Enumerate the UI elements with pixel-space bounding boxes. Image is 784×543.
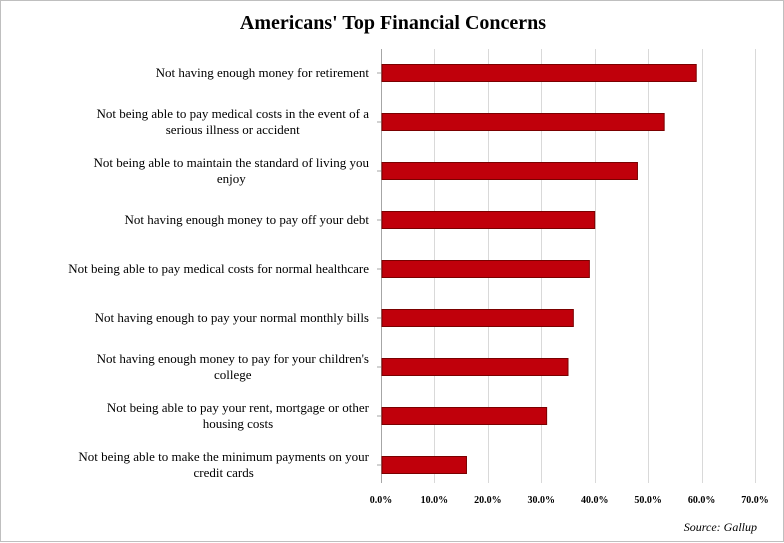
category-label-line: credit cards: [194, 465, 254, 480]
category-label: Not being able to pay your rent, mortgag…: [107, 400, 370, 431]
category-label: Not having enough money for retirement: [156, 65, 370, 80]
category-label-line: Not having enough to pay your normal mon…: [95, 310, 369, 325]
bar: [381, 358, 569, 376]
x-tick-label: 70.0%: [741, 495, 769, 506]
category-label-line: Not being able to pay medical costs in t…: [96, 106, 369, 121]
x-tick-label: 40.0%: [581, 495, 609, 506]
bar: [381, 407, 548, 425]
category-label-line: Not being able to maintain the standard …: [94, 155, 370, 170]
category-label-line: Not being able to pay medical costs for …: [68, 261, 369, 276]
bar: [381, 211, 596, 229]
x-tick-label: 30.0%: [528, 495, 556, 506]
x-tick-label: 50.0%: [634, 495, 662, 506]
category-label-line: Not having enough money to pay off your …: [124, 212, 369, 227]
category-label: Not being able to pay medical costs for …: [68, 261, 369, 276]
category-label-line: serious illness or accident: [166, 122, 300, 137]
chart-title: Americans' Top Financial Concerns: [240, 12, 546, 34]
bar: [381, 162, 638, 180]
x-tick-label: 20.0%: [474, 495, 502, 506]
bar: [381, 456, 467, 474]
category-label-line: Not being able to pay your rent, mortgag…: [107, 400, 370, 415]
source-note: Source: Gallup: [684, 520, 757, 534]
x-tick-label: 10.0%: [421, 495, 449, 506]
category-label: Not having enough money to pay for your …: [97, 351, 369, 382]
bar: [381, 309, 574, 327]
category-label-line: Not having enough money for retirement: [156, 65, 370, 80]
category-label: Not being able to pay medical costs in t…: [96, 106, 369, 137]
category-label: Not being able to make the minimum payme…: [78, 449, 369, 480]
category-label-line: Not being able to make the minimum payme…: [78, 449, 369, 464]
category-label-line: enjoy: [217, 171, 246, 186]
category-label: Not having enough money to pay off your …: [124, 212, 369, 227]
category-label: Not having enough to pay your normal mon…: [95, 310, 369, 325]
bar: [381, 64, 697, 82]
bar: [381, 113, 665, 131]
x-tick-label: 60.0%: [688, 495, 716, 506]
category-label-line: college: [214, 367, 252, 382]
bar: [381, 260, 590, 278]
category-label-line: Not having enough money to pay for your …: [97, 351, 369, 366]
x-tick-label: 0.0%: [370, 495, 393, 506]
category-label: Not being able to maintain the standard …: [94, 155, 370, 186]
category-label-line: housing costs: [203, 416, 273, 431]
